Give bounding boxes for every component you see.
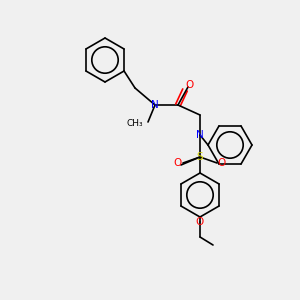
Text: O: O — [196, 217, 204, 227]
Text: S: S — [197, 152, 203, 162]
Text: O: O — [174, 158, 182, 168]
Text: N: N — [196, 130, 204, 140]
Text: O: O — [186, 80, 194, 90]
Text: CH₃: CH₃ — [126, 119, 143, 128]
Text: O: O — [218, 158, 226, 168]
Text: N: N — [151, 100, 159, 110]
